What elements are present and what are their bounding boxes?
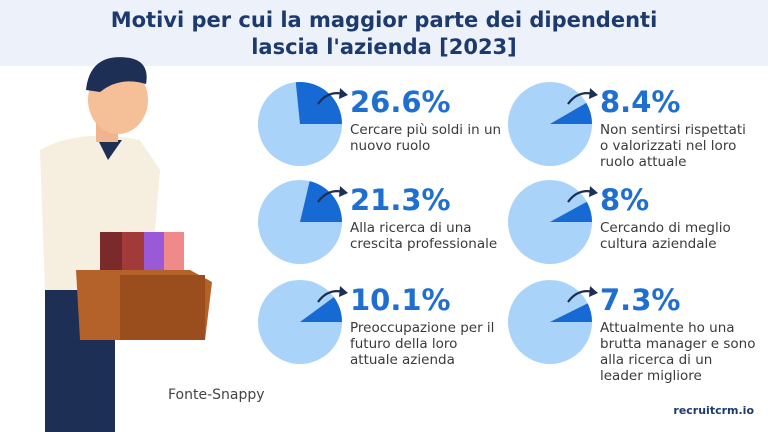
header-band [0,0,768,66]
value-label: 7.3% [600,283,681,317]
value-label: 8% [600,183,650,217]
folder [100,232,122,272]
pie-slice [550,102,592,124]
caption: Preoccupazione per il futuro della loro … [350,320,495,368]
caption: Attualmente ho una brutta manager e sono… [600,320,756,384]
arrow-head [589,186,598,197]
title-line: lascia l'azienda [2023] [251,35,517,59]
arrow-head [589,286,598,297]
caption: Non sentirsi rispettati o valorizzati ne… [600,122,746,170]
value-label: 8.4% [600,85,681,119]
person-illustration [40,57,212,432]
arrow-head [339,186,348,197]
folder [164,232,184,272]
source: Fonte-Snappy [168,387,265,403]
value-label: 21.3% [350,183,451,217]
brand: recruitcrm.io [673,404,754,417]
folder [144,232,164,272]
folder [122,232,144,272]
arrow-head [339,286,348,297]
caption: Cercare più soldi in un nuovo ruolo [350,122,502,154]
hair [86,57,147,92]
box-side [120,275,205,340]
pie-slice [300,297,342,322]
value-label: 10.1% [350,283,451,317]
arrow-head [589,88,598,99]
title-line: Motivi per cui la maggior parte dei dipe… [110,8,658,32]
pie-slice [550,303,592,322]
arrow-head [339,88,348,99]
pie-slice [550,201,592,222]
caption: Cercando di meglio cultura aziendale [600,220,731,252]
value-label: 26.6% [350,85,451,119]
pie-slice [300,181,342,222]
caption: Alla ricerca di una crescita professiona… [350,220,498,252]
collar [98,140,122,160]
